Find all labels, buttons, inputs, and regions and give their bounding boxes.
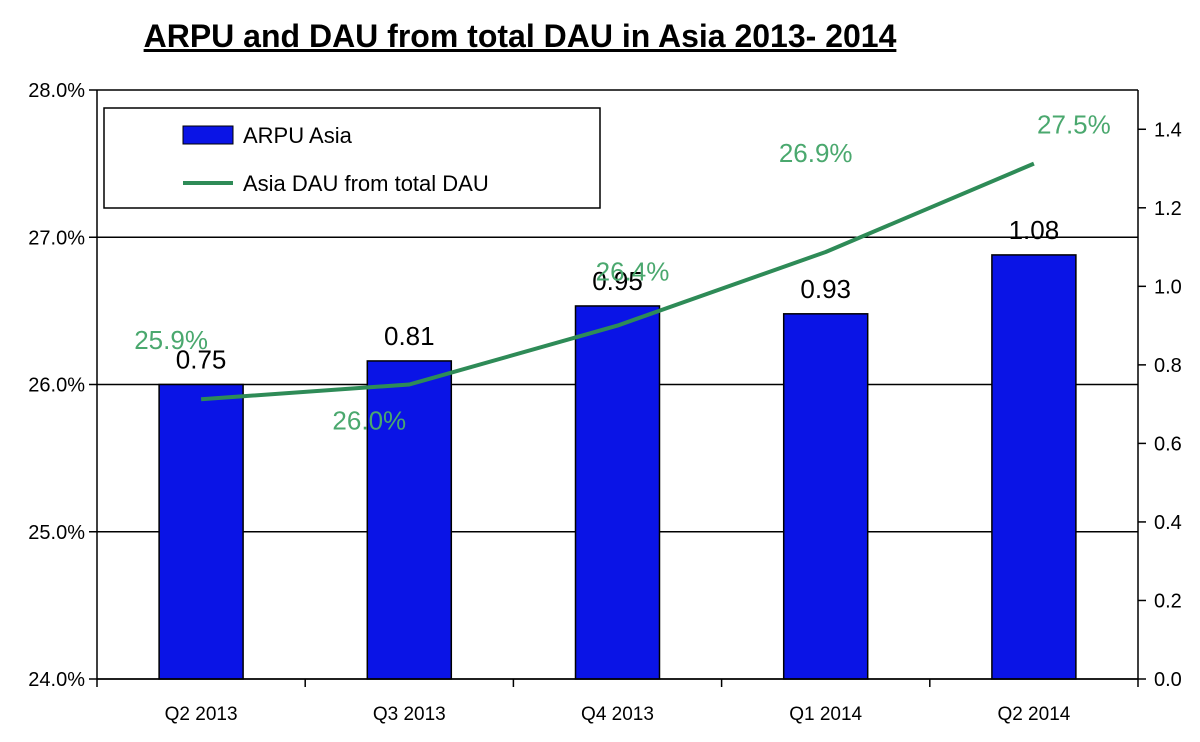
- legend-label-dau: Asia DAU from total DAU: [243, 171, 489, 196]
- y-left-tick-label: 25.0%: [28, 522, 85, 544]
- y-left-tick-label: 24.0%: [28, 669, 85, 691]
- bar-layer: [158, 254, 1077, 680]
- label-layer: 0.75 0.81 0.95 0.93 1.08 25.9% 26.0% 26.4% 26.9%…: [134, 110, 1111, 436]
- dau-line: [200, 161, 1035, 402]
- y-right-tick-label: 1.0: [1154, 276, 1182, 298]
- line-layer: [200, 161, 1035, 402]
- y-right-tick-label: 0.8: [1154, 355, 1182, 377]
- line-value-label: 25.9%: [134, 325, 208, 355]
- line-value-label: 26.9%: [779, 138, 853, 168]
- bar-value-label: 0.93: [800, 274, 851, 304]
- bar: [991, 254, 1077, 680]
- x-tick-label: Q2 2013: [165, 704, 238, 725]
- x-tick-label: Q4 2013: [581, 704, 654, 725]
- y-right-tick-label: 0.6: [1154, 433, 1182, 455]
- line-value-label: 26.4%: [596, 257, 670, 287]
- legend-label-arpu: ARPU Asia: [243, 123, 353, 148]
- bar: [158, 383, 244, 680]
- bar-value-label: 0.81: [384, 321, 435, 351]
- x-tick-label: Q2 2014: [997, 704, 1070, 725]
- line-value-label: 26.0%: [332, 406, 406, 436]
- y-right-tick-label: 0.4: [1154, 512, 1182, 534]
- bar-value-label: 1.08: [1009, 215, 1060, 245]
- bar: [366, 360, 453, 680]
- bar-value-label: 0.95: [592, 266, 643, 296]
- y-right-tick-label: 1.4: [1154, 119, 1182, 141]
- legend-swatch-arpu: [182, 125, 234, 145]
- y-right-tick-label: 1.2: [1154, 198, 1182, 220]
- line-value-label: 27.5%: [1037, 110, 1111, 140]
- bar: [574, 305, 661, 680]
- axis-layer: 24.0% 25.0% 26.0% 27.0% 28.0% 0.0 0.2 0.4 0.6 0.8…: [28, 80, 1182, 725]
- y-left-tick-label: 27.0%: [28, 227, 85, 249]
- x-tick-label: Q1 2014: [789, 704, 862, 725]
- y-right-tick-label: 0.2: [1154, 590, 1182, 612]
- y-left-tick-label: 26.0%: [28, 375, 85, 397]
- y-right-tick-label: 0.0: [1154, 669, 1182, 691]
- legend-layer: ARPU Asia Asia DAU from total DAU: [103, 107, 601, 209]
- legend-box: [103, 107, 601, 209]
- x-tick-label: Q3 2013: [373, 704, 446, 725]
- chart-title: ARPU and DAU from total DAU in Asia 2013…: [143, 18, 897, 54]
- y-left-tick-label: 28.0%: [28, 80, 85, 102]
- bar-value-label: 0.75: [176, 345, 227, 375]
- bar: [782, 313, 869, 680]
